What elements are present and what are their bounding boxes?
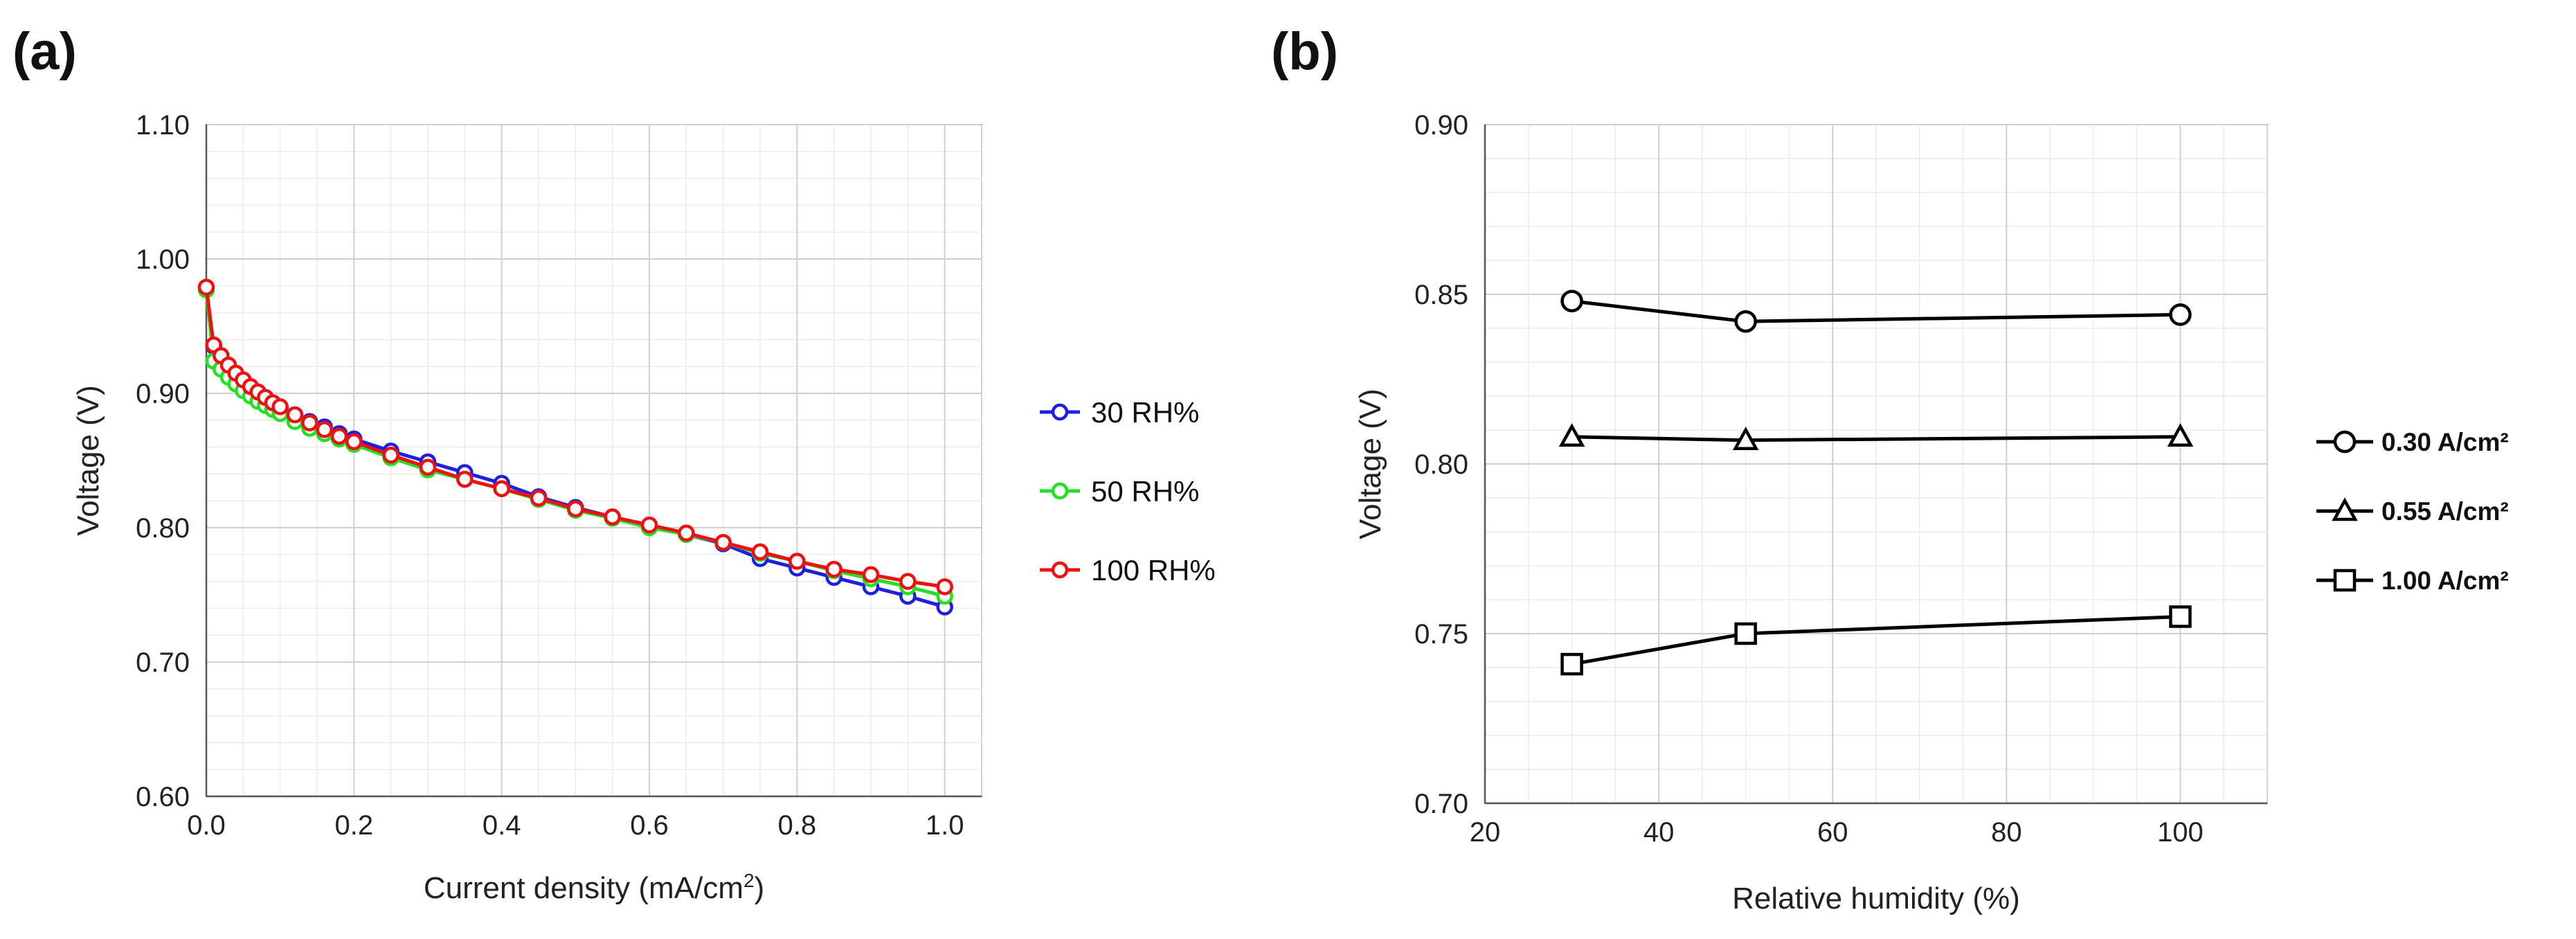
series-triangle [1558, 423, 2194, 450]
legend-marker [1051, 561, 1069, 579]
x-tick-label: 0.0 [187, 810, 226, 841]
legend-label: 0.30 A/cm² [2381, 428, 2509, 456]
series-square [1560, 605, 2192, 676]
data-point [714, 534, 732, 551]
data-point [899, 573, 917, 590]
legend-label: 100 RH% [1091, 554, 1216, 587]
data-point [567, 500, 584, 518]
data-point [1732, 427, 1759, 450]
data-point [286, 406, 304, 424]
legend-b: 0.30 A/cm² 0.55 A/cm² 1.00 A/cm² [2316, 428, 2509, 595]
data-point [604, 508, 621, 526]
legend-label: 50 RH% [1091, 475, 1199, 508]
data-point [936, 578, 953, 596]
data-point [862, 566, 880, 584]
y-tick-label: 0.90 [1414, 110, 1468, 141]
x-tick-label: 0.8 [778, 810, 817, 841]
data-point [825, 560, 843, 578]
x-tick-label: 0.2 [335, 810, 374, 841]
data-point [2169, 605, 2192, 628]
data-point [678, 524, 695, 542]
y-tick-label: 0.70 [1414, 789, 1468, 819]
legend-item: 0.30 A/cm² [2316, 428, 2509, 456]
y-tick-label: 0.80 [136, 513, 190, 544]
x-tick-label: 40 [1643, 817, 1675, 848]
y-axis-label-a: Voltage (V) [71, 385, 105, 536]
legend-item: 50 RH% [1040, 475, 1199, 508]
data-point [330, 427, 348, 445]
y-tick-label: 1.00 [136, 244, 190, 275]
data-point [345, 433, 363, 451]
legend-marker [2333, 430, 2357, 454]
legend-item: 100 RH% [1040, 554, 1216, 587]
legend-marker [2332, 497, 2358, 521]
data-point [493, 480, 510, 497]
x-tick-label: 1.0 [926, 810, 964, 841]
x-tick-label: 0.6 [630, 810, 669, 841]
legend-marker [1051, 403, 1069, 421]
legend-marker [1051, 482, 1069, 500]
data-point [2169, 303, 2192, 326]
y-tick-label: 0.85 [1414, 280, 1468, 310]
grid-a [206, 124, 982, 797]
data-point [271, 398, 289, 415]
legend-a: 30 RH% 50 RH% 100 RH% [1040, 396, 1216, 587]
x-tick-label: 60 [1817, 817, 1848, 848]
panel-label-a: (a) [12, 22, 77, 81]
x-tick-label: 100 [2157, 817, 2204, 848]
legend-label: 30 RH% [1091, 396, 1199, 429]
y-tick-label: 0.70 [136, 647, 190, 678]
data-point [1560, 289, 1583, 313]
data-point [1560, 652, 1583, 676]
axes-b: 20 40 60 80 100 0.70 0.75 0.80 0.85 0.90 [1414, 110, 2267, 848]
data-point [301, 414, 318, 431]
y-axis-label-b: Voltage (V) [1353, 388, 1387, 539]
data-point [197, 278, 215, 296]
series-100-rh- [197, 278, 953, 596]
legend-item: 0.55 A/cm² [2316, 497, 2509, 526]
y-tick-label: 0.80 [1414, 449, 1468, 480]
y-tick-label: 0.75 [1414, 619, 1468, 650]
chart-a: (a) 0.0 0.2 0.4 0.6 0.8 1.0 0.60 0.70 0.80 0.90 1.… [12, 22, 1216, 905]
legend-item: 30 RH% [1040, 396, 1199, 429]
data-point [789, 553, 806, 570]
chart-b: (b) 20 40 60 80 100 0.70 0.75 0.80 0.85 0.90 Rela… [1271, 22, 2509, 915]
x-axis-label-a: Current density (mA/cm2) [424, 870, 764, 905]
x-tick-label: 0.4 [483, 810, 521, 841]
plot-area-a [206, 124, 982, 797]
series-group-b [1558, 289, 2194, 676]
x-tick-label: 20 [1470, 817, 1501, 848]
legend-item: 1.00 A/cm² [2316, 566, 2509, 595]
legend-label: 0.55 A/cm² [2381, 497, 2509, 526]
data-point [316, 421, 333, 438]
data-point [456, 470, 474, 488]
legend-marker [2333, 569, 2357, 592]
data-point [530, 490, 548, 507]
data-point [640, 516, 658, 534]
panel-label-b: (b) [1271, 22, 1338, 81]
data-point [382, 446, 399, 464]
data-point [2167, 423, 2194, 447]
legend-label: 1.00 A/cm² [2381, 566, 2509, 595]
axes-a: 0.0 0.2 0.4 0.6 0.8 1.0 0.60 0.70 0.80 0.90 1.00 1.… [136, 110, 982, 841]
y-tick-label: 1.10 [136, 110, 190, 141]
data-point [1558, 423, 1585, 447]
x-tick-label: 80 [1991, 817, 2022, 848]
y-tick-label: 0.90 [136, 379, 190, 409]
y-tick-label: 0.60 [136, 782, 190, 812]
grid-b [1484, 124, 2268, 804]
data-point [1734, 622, 1757, 645]
x-axis-label-b: Relative humidity (%) [1732, 882, 2020, 915]
series-group-a [197, 278, 953, 616]
data-point [751, 543, 769, 561]
data-point [419, 458, 437, 476]
data-point [1734, 310, 1757, 333]
series-circle [1560, 289, 2192, 333]
